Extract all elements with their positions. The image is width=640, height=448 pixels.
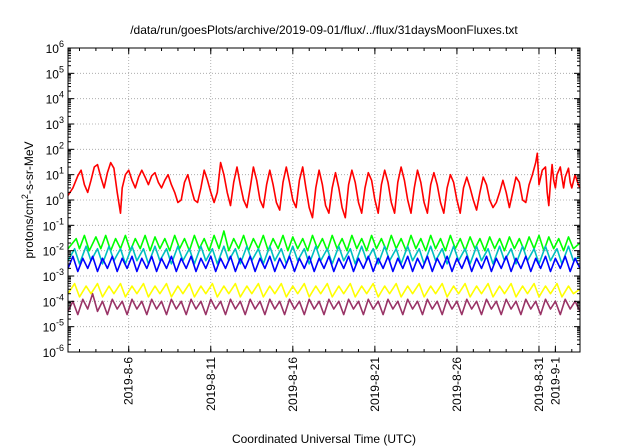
y-tick-label: 105 [46,64,64,81]
x-axis-title: Coordinated Universal Time (UTC) [232,432,416,446]
y-axis-title-superscript: 2 [20,194,30,199]
y-tick-label: 10-4 [43,292,64,309]
series-layer [67,152,581,316]
y-tick-label: 104 [46,90,64,107]
x-tick-label: 2019-8-31 [532,357,546,412]
y-tick-label: 10-6 [43,343,64,360]
x-axis: 2019-8-6 2019-8-11 2019-8-16 2019-8-21 2019-… [78,48,573,412]
y-axis-title-part1: protons/cm [22,199,36,258]
series-line-0 [67,152,581,219]
series-line-4 [67,282,581,298]
grid [68,48,580,352]
chart-title: /data/run/goesPlots/archive/2019-09-01/f… [130,23,518,37]
y-axis-title: protons/cm2-s-sr-MeV [20,141,36,258]
series-line-2 [67,245,581,265]
x-tick-label: 2019-8-11 [204,357,218,411]
y-tick-label: 10-1 [43,216,64,233]
y-tick-label: 101 [46,166,64,183]
y-tick-label: 103 [46,115,64,132]
x-tick-label: 2019-9-1 [548,357,562,405]
x-tick-label: 2019-8-21 [368,357,382,412]
series-line-5 [67,292,581,316]
y-axis-title-part2: -s-sr-MeV [22,141,36,194]
x-tick-label: 2019-8-6 [122,357,136,405]
series-line-1 [67,230,581,252]
y-tick-label: 10-2 [43,242,64,259]
series-line-3 [67,255,581,273]
y-tick-label: 100 [46,191,64,208]
y-tick-label: 10-5 [43,318,64,335]
x-tick-label: 2019-8-26 [450,357,464,412]
x-tick-label: 2019-8-16 [286,357,300,412]
y-tick-label: 10-3 [43,267,64,284]
y-axis: 10-6 10-5 10-4 10-3 10-2 10-1 100 101 102 103 104 1… [43,39,580,360]
y-tick-label: 106 [46,39,64,56]
y-tick-label: 102 [46,140,64,157]
